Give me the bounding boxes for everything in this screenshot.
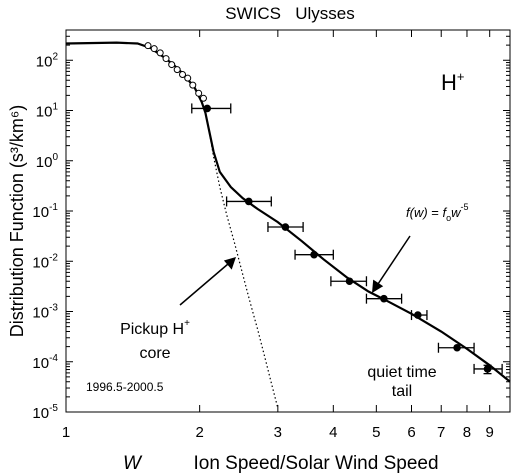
x-tick-label: 8 bbox=[463, 424, 471, 441]
x-tick-label: 4 bbox=[329, 424, 337, 441]
x-tick-label: 5 bbox=[372, 424, 380, 441]
x-axis-variable: W bbox=[123, 453, 143, 474]
y-tick-label: 100 bbox=[36, 152, 59, 171]
tail-label-line1: quiet time bbox=[367, 364, 436, 381]
data-point bbox=[483, 365, 492, 373]
data-point bbox=[414, 311, 422, 319]
formula-arrow bbox=[372, 235, 411, 293]
x-axis-label: Ion Speed/Solar Wind Speed bbox=[193, 453, 438, 474]
tail-label-line2: tail bbox=[392, 383, 412, 400]
x-tick-label: 7 bbox=[437, 424, 445, 441]
open-data-point bbox=[150, 45, 158, 53]
plot-frame bbox=[65, 29, 511, 413]
open-data-point bbox=[179, 71, 187, 79]
open-data-point bbox=[162, 55, 170, 63]
axis-ticks bbox=[65, 29, 510, 413]
ion-label: H+ bbox=[441, 69, 464, 95]
open-data-point bbox=[173, 66, 181, 74]
open-data-point bbox=[195, 89, 203, 97]
y-axis-label: Distribution Function (s³/km⁶) bbox=[7, 105, 27, 337]
x-tick-label: 1 bbox=[62, 424, 70, 441]
open-data-point bbox=[189, 81, 197, 89]
x-tick-label: 9 bbox=[486, 424, 494, 441]
formula-label: f(w) = fow-5 bbox=[406, 202, 469, 223]
y-tick-label: 10-4 bbox=[32, 353, 58, 372]
data-point bbox=[281, 223, 290, 231]
data-point bbox=[453, 343, 461, 352]
x-tick-label: 6 bbox=[407, 424, 415, 441]
pickup-label-line2: core bbox=[139, 345, 170, 362]
x-tick-label: 3 bbox=[274, 424, 282, 441]
data-points bbox=[191, 103, 503, 375]
data-point bbox=[310, 250, 318, 259]
y-tick-label: 102 bbox=[36, 51, 59, 70]
data-point bbox=[203, 104, 212, 113]
x-tick-label: 2 bbox=[195, 424, 203, 441]
y-tick-label: 10-5 bbox=[32, 403, 58, 422]
data-point bbox=[345, 277, 354, 286]
data-point bbox=[380, 294, 388, 303]
data-point bbox=[244, 197, 253, 206]
open-data-point bbox=[199, 94, 207, 102]
open-data-point bbox=[168, 61, 176, 69]
pickup-arrow bbox=[179, 257, 236, 306]
pickup-label-line1: Pickup H+ bbox=[120, 318, 190, 338]
y-tick-label: 101 bbox=[36, 102, 59, 121]
y-tick-label: 10-1 bbox=[32, 202, 58, 221]
open-points bbox=[144, 42, 207, 102]
date-range-label: 1996.5-2000.5 bbox=[86, 380, 164, 394]
open-data-point bbox=[156, 49, 164, 57]
chart-title: SWICS Ulysses bbox=[225, 4, 354, 23]
y-tick-labels: 10-5 10-4 10-3 10-2 10-1 100 101 102 bbox=[32, 51, 58, 422]
y-tick-label: 10-2 bbox=[32, 252, 58, 271]
open-data-point bbox=[184, 74, 192, 82]
open-data-point bbox=[144, 42, 152, 50]
y-tick-label: 10-3 bbox=[32, 303, 58, 322]
